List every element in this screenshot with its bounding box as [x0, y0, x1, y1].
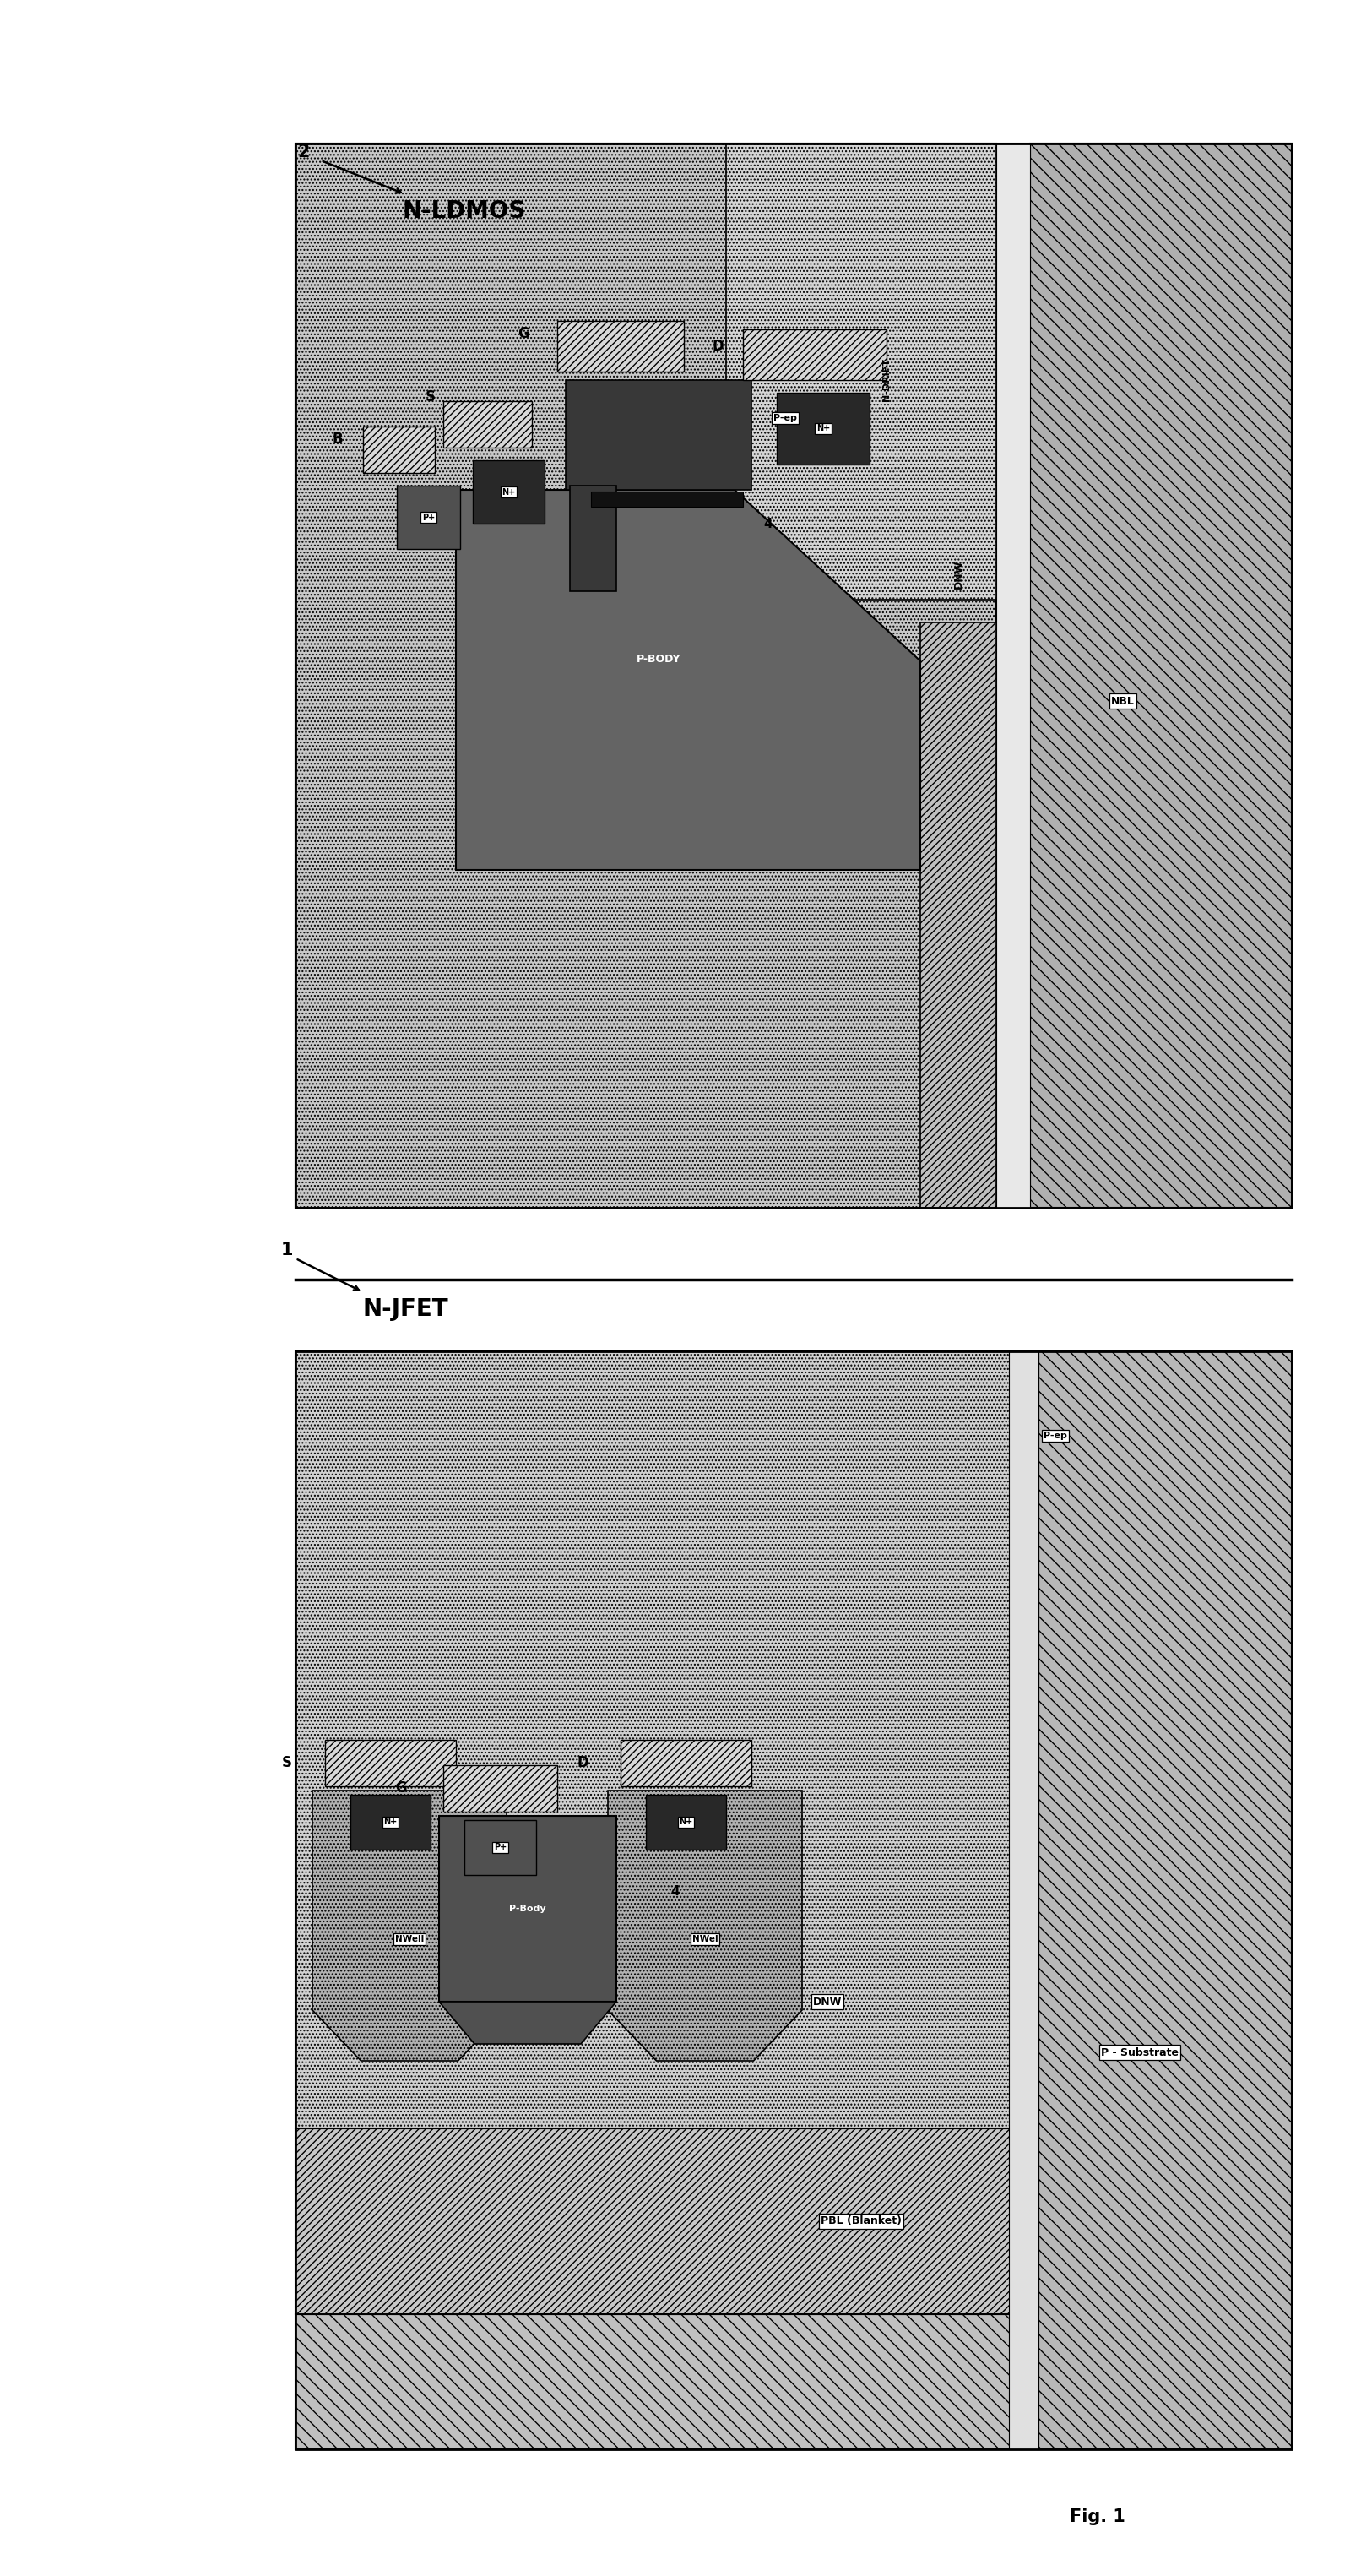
- Bar: [444, 402, 532, 448]
- Bar: [295, 144, 1292, 1208]
- Text: 4: 4: [764, 518, 773, 531]
- Text: 4: 4: [671, 1886, 680, 1899]
- Bar: [1009, 1352, 1038, 2450]
- Bar: [444, 1765, 557, 1811]
- Bar: [557, 322, 683, 371]
- Bar: [1038, 1352, 1292, 2450]
- Bar: [1030, 144, 1292, 1208]
- Bar: [777, 392, 870, 464]
- Text: NWell: NWell: [395, 1935, 423, 1942]
- Text: N-DRIFT: N-DRIFT: [882, 358, 890, 402]
- Text: NWel: NWel: [691, 1935, 717, 1942]
- Bar: [743, 330, 886, 381]
- Bar: [725, 144, 996, 600]
- Bar: [591, 492, 743, 507]
- Bar: [295, 144, 996, 1208]
- Text: D: D: [577, 1754, 588, 1770]
- Text: 2: 2: [298, 144, 310, 160]
- Bar: [295, 1352, 1292, 2450]
- Text: S: S: [282, 1754, 293, 1770]
- Text: NBL: NBL: [1111, 696, 1135, 706]
- Bar: [920, 623, 996, 1208]
- Bar: [325, 1739, 456, 1785]
- Text: P-ep: P-ep: [1044, 1432, 1067, 1440]
- Text: Fig. 1: Fig. 1: [1070, 2509, 1126, 2524]
- Bar: [363, 428, 434, 474]
- Bar: [996, 144, 1030, 1208]
- Polygon shape: [313, 1790, 506, 2061]
- Bar: [440, 1816, 617, 2002]
- Bar: [570, 487, 617, 592]
- Bar: [464, 1821, 536, 1875]
- Text: N+: N+: [679, 1819, 693, 1826]
- Polygon shape: [440, 2002, 617, 2043]
- Text: N+: N+: [817, 425, 830, 433]
- Bar: [295, 2313, 1292, 2450]
- Bar: [646, 1795, 725, 1850]
- Bar: [621, 1739, 751, 1785]
- Text: DNW: DNW: [813, 1996, 842, 2007]
- Text: DNW: DNW: [953, 559, 964, 590]
- Text: N+: N+: [502, 487, 516, 497]
- Text: N-JFET: N-JFET: [362, 1298, 448, 1321]
- Text: G: G: [395, 1780, 407, 1795]
- Text: P-BODY: P-BODY: [637, 654, 680, 665]
- Text: P+: P+: [494, 1844, 506, 1852]
- Text: 1: 1: [280, 1242, 293, 1260]
- Bar: [397, 487, 460, 549]
- Text: P+: P+: [422, 513, 436, 520]
- Text: N-LDMOS: N-LDMOS: [403, 198, 527, 224]
- Text: P - Substrate: P - Substrate: [1101, 2048, 1179, 2058]
- Bar: [566, 381, 751, 489]
- Text: D: D: [712, 337, 724, 353]
- Text: PBL (Blanket): PBL (Blanket): [821, 2215, 902, 2226]
- Text: P-Body: P-Body: [509, 1904, 546, 1914]
- Text: S: S: [426, 389, 436, 404]
- Text: G: G: [517, 327, 529, 340]
- Bar: [472, 461, 544, 523]
- Text: N+: N+: [384, 1819, 397, 1826]
- Bar: [295, 1352, 1038, 2128]
- Bar: [350, 1795, 430, 1850]
- Polygon shape: [608, 1790, 802, 2061]
- Text: B: B: [332, 433, 343, 446]
- Polygon shape: [456, 489, 920, 871]
- Text: P-ep: P-ep: [773, 415, 798, 422]
- Bar: [295, 144, 1292, 1208]
- Bar: [295, 2128, 1038, 2313]
